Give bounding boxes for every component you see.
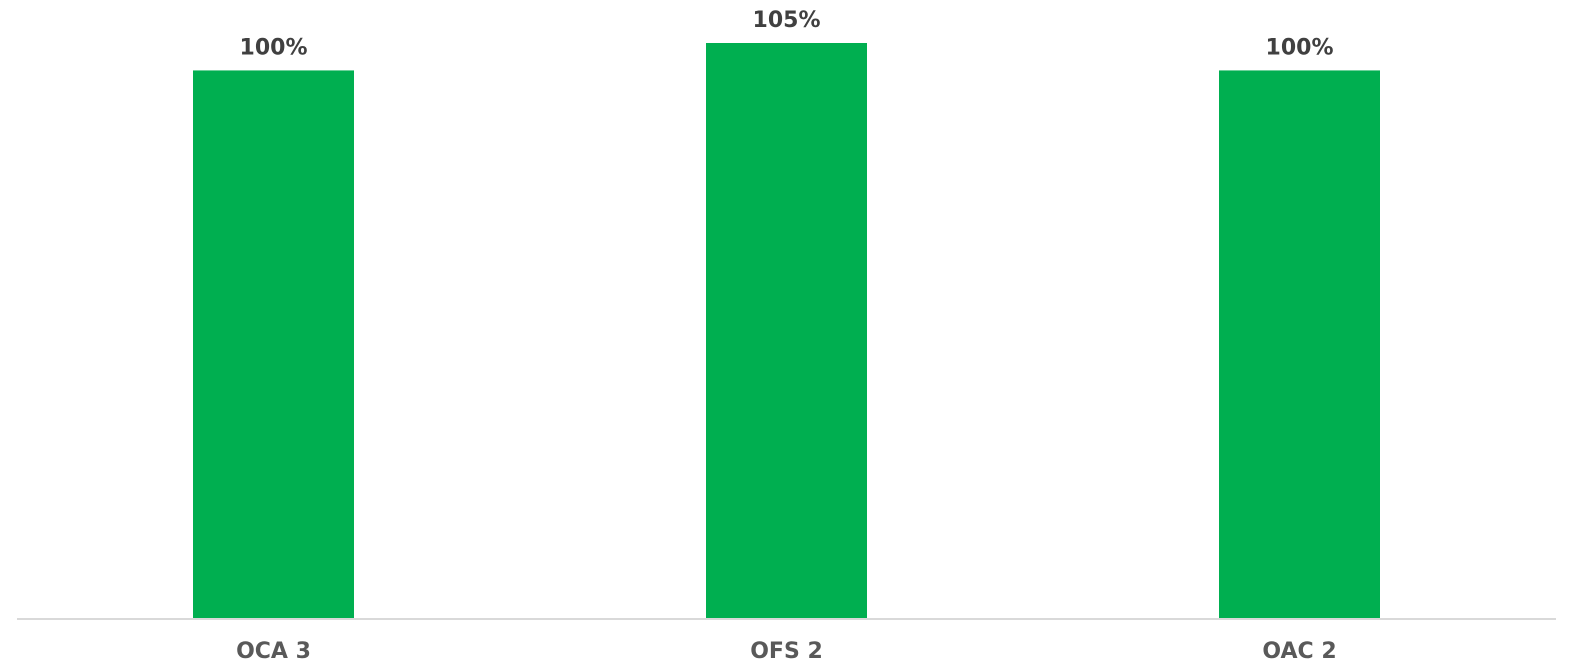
bars-group (193, 43, 1380, 619)
data-label-oac-2: 100% (1266, 35, 1334, 60)
bar-oca-3 (193, 70, 354, 619)
bar-ofs-2 (706, 43, 867, 619)
data-label-ofs-2: 105% (753, 8, 821, 33)
x-tick-label-oca-3: OCA 3 (236, 639, 311, 664)
x-tick-labels-group: OCA 3 OFS 2 OAC 2 (236, 639, 1337, 664)
data-label-oca-3: 100% (240, 35, 308, 60)
bar-oac-2 (1219, 70, 1380, 619)
x-tick-label-oac-2: OAC 2 (1262, 639, 1336, 664)
x-tick-label-ofs-2: OFS 2 (750, 639, 823, 664)
value-labels-group: 100% 105% 100% (240, 8, 1334, 60)
